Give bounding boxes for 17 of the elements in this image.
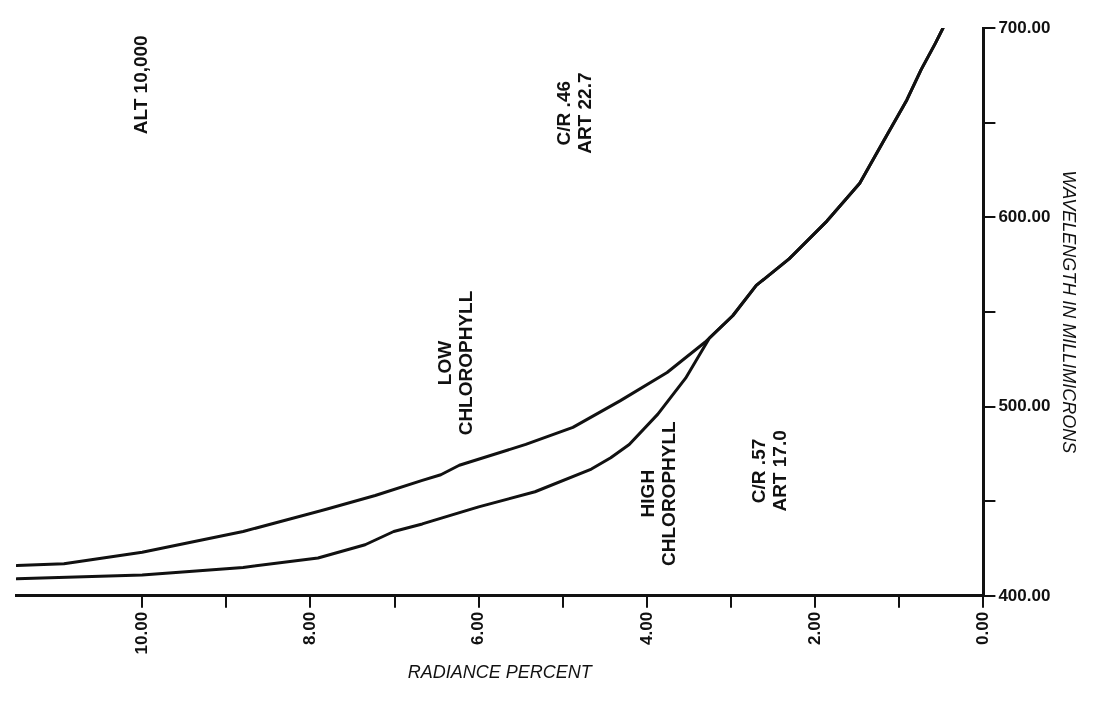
x-tick-label: 0.00 [973, 611, 993, 645]
x-tick-label: 2.00 [804, 611, 824, 645]
y2-axis-title: WAVELENGTH IN MILLIMICRONS [1059, 170, 1080, 454]
x-tick-label: 4.00 [636, 611, 656, 645]
y2-tick-label: 700.00 [998, 17, 1051, 37]
x-tick-label: 10.00 [131, 611, 151, 655]
y2-tick-label: 600.00 [998, 206, 1051, 226]
x-axis-title: RADIANCE PERCENT [407, 662, 594, 683]
y2-tick-label: 400.00 [998, 585, 1051, 605]
annotation: C/R .46 ART 22.7 [552, 72, 595, 154]
y2-tick-label: 500.00 [998, 396, 1051, 416]
x-tick-label: 8.00 [300, 611, 320, 645]
x-tick-label: 6.00 [468, 611, 488, 645]
annotation: LOW CHLOROPHYLL [433, 290, 476, 436]
annotation: HIGH CHLOROPHYLL [637, 420, 680, 566]
annotation: C/R .57 ART 17.0 [748, 430, 791, 512]
annotation: ALT 10,000 [130, 35, 151, 135]
